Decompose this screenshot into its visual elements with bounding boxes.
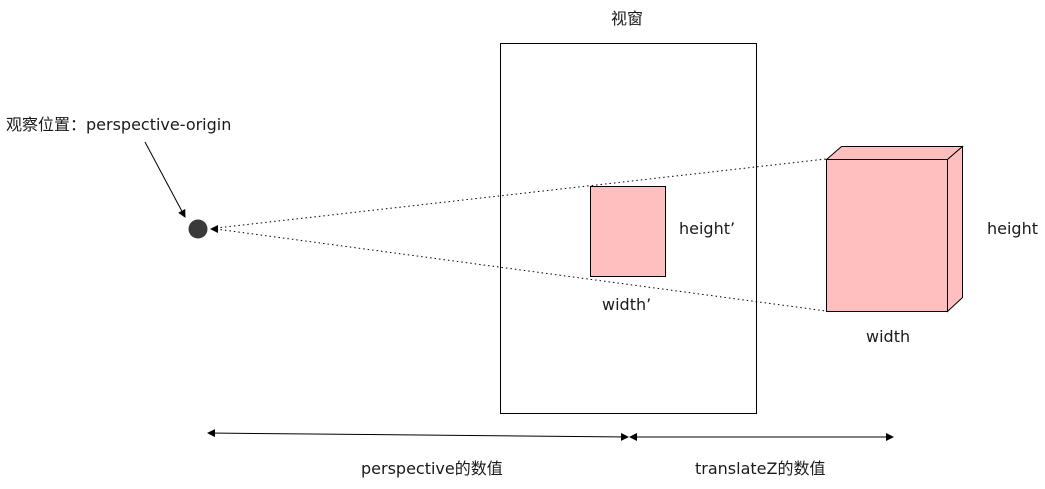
observer-point [188, 219, 208, 239]
large-box-width-label: width [866, 327, 911, 346]
large-box-top-face [825, 146, 964, 160]
large-box-front-face [826, 159, 948, 312]
projected-box [590, 186, 666, 277]
perspective-dimension-arrow [207, 429, 629, 441]
large-box-side-face [947, 145, 963, 313]
small-box-width-label: width’ [602, 295, 652, 314]
viewport-label: 视窗 [611, 9, 644, 28]
small-box-height-label: height’ [679, 219, 736, 238]
projection-line-top [215, 158, 827, 229]
translatez-value-label: translateZ的数值 [695, 459, 826, 478]
large-box-height-label: height [987, 219, 1038, 238]
observer-pointer-arrow [144, 141, 186, 218]
observer-label: 观察位置：perspective-origin [6, 115, 232, 134]
convergence-arrowhead [210, 225, 218, 233]
perspective-value-label: perspective的数值 [361, 459, 503, 478]
